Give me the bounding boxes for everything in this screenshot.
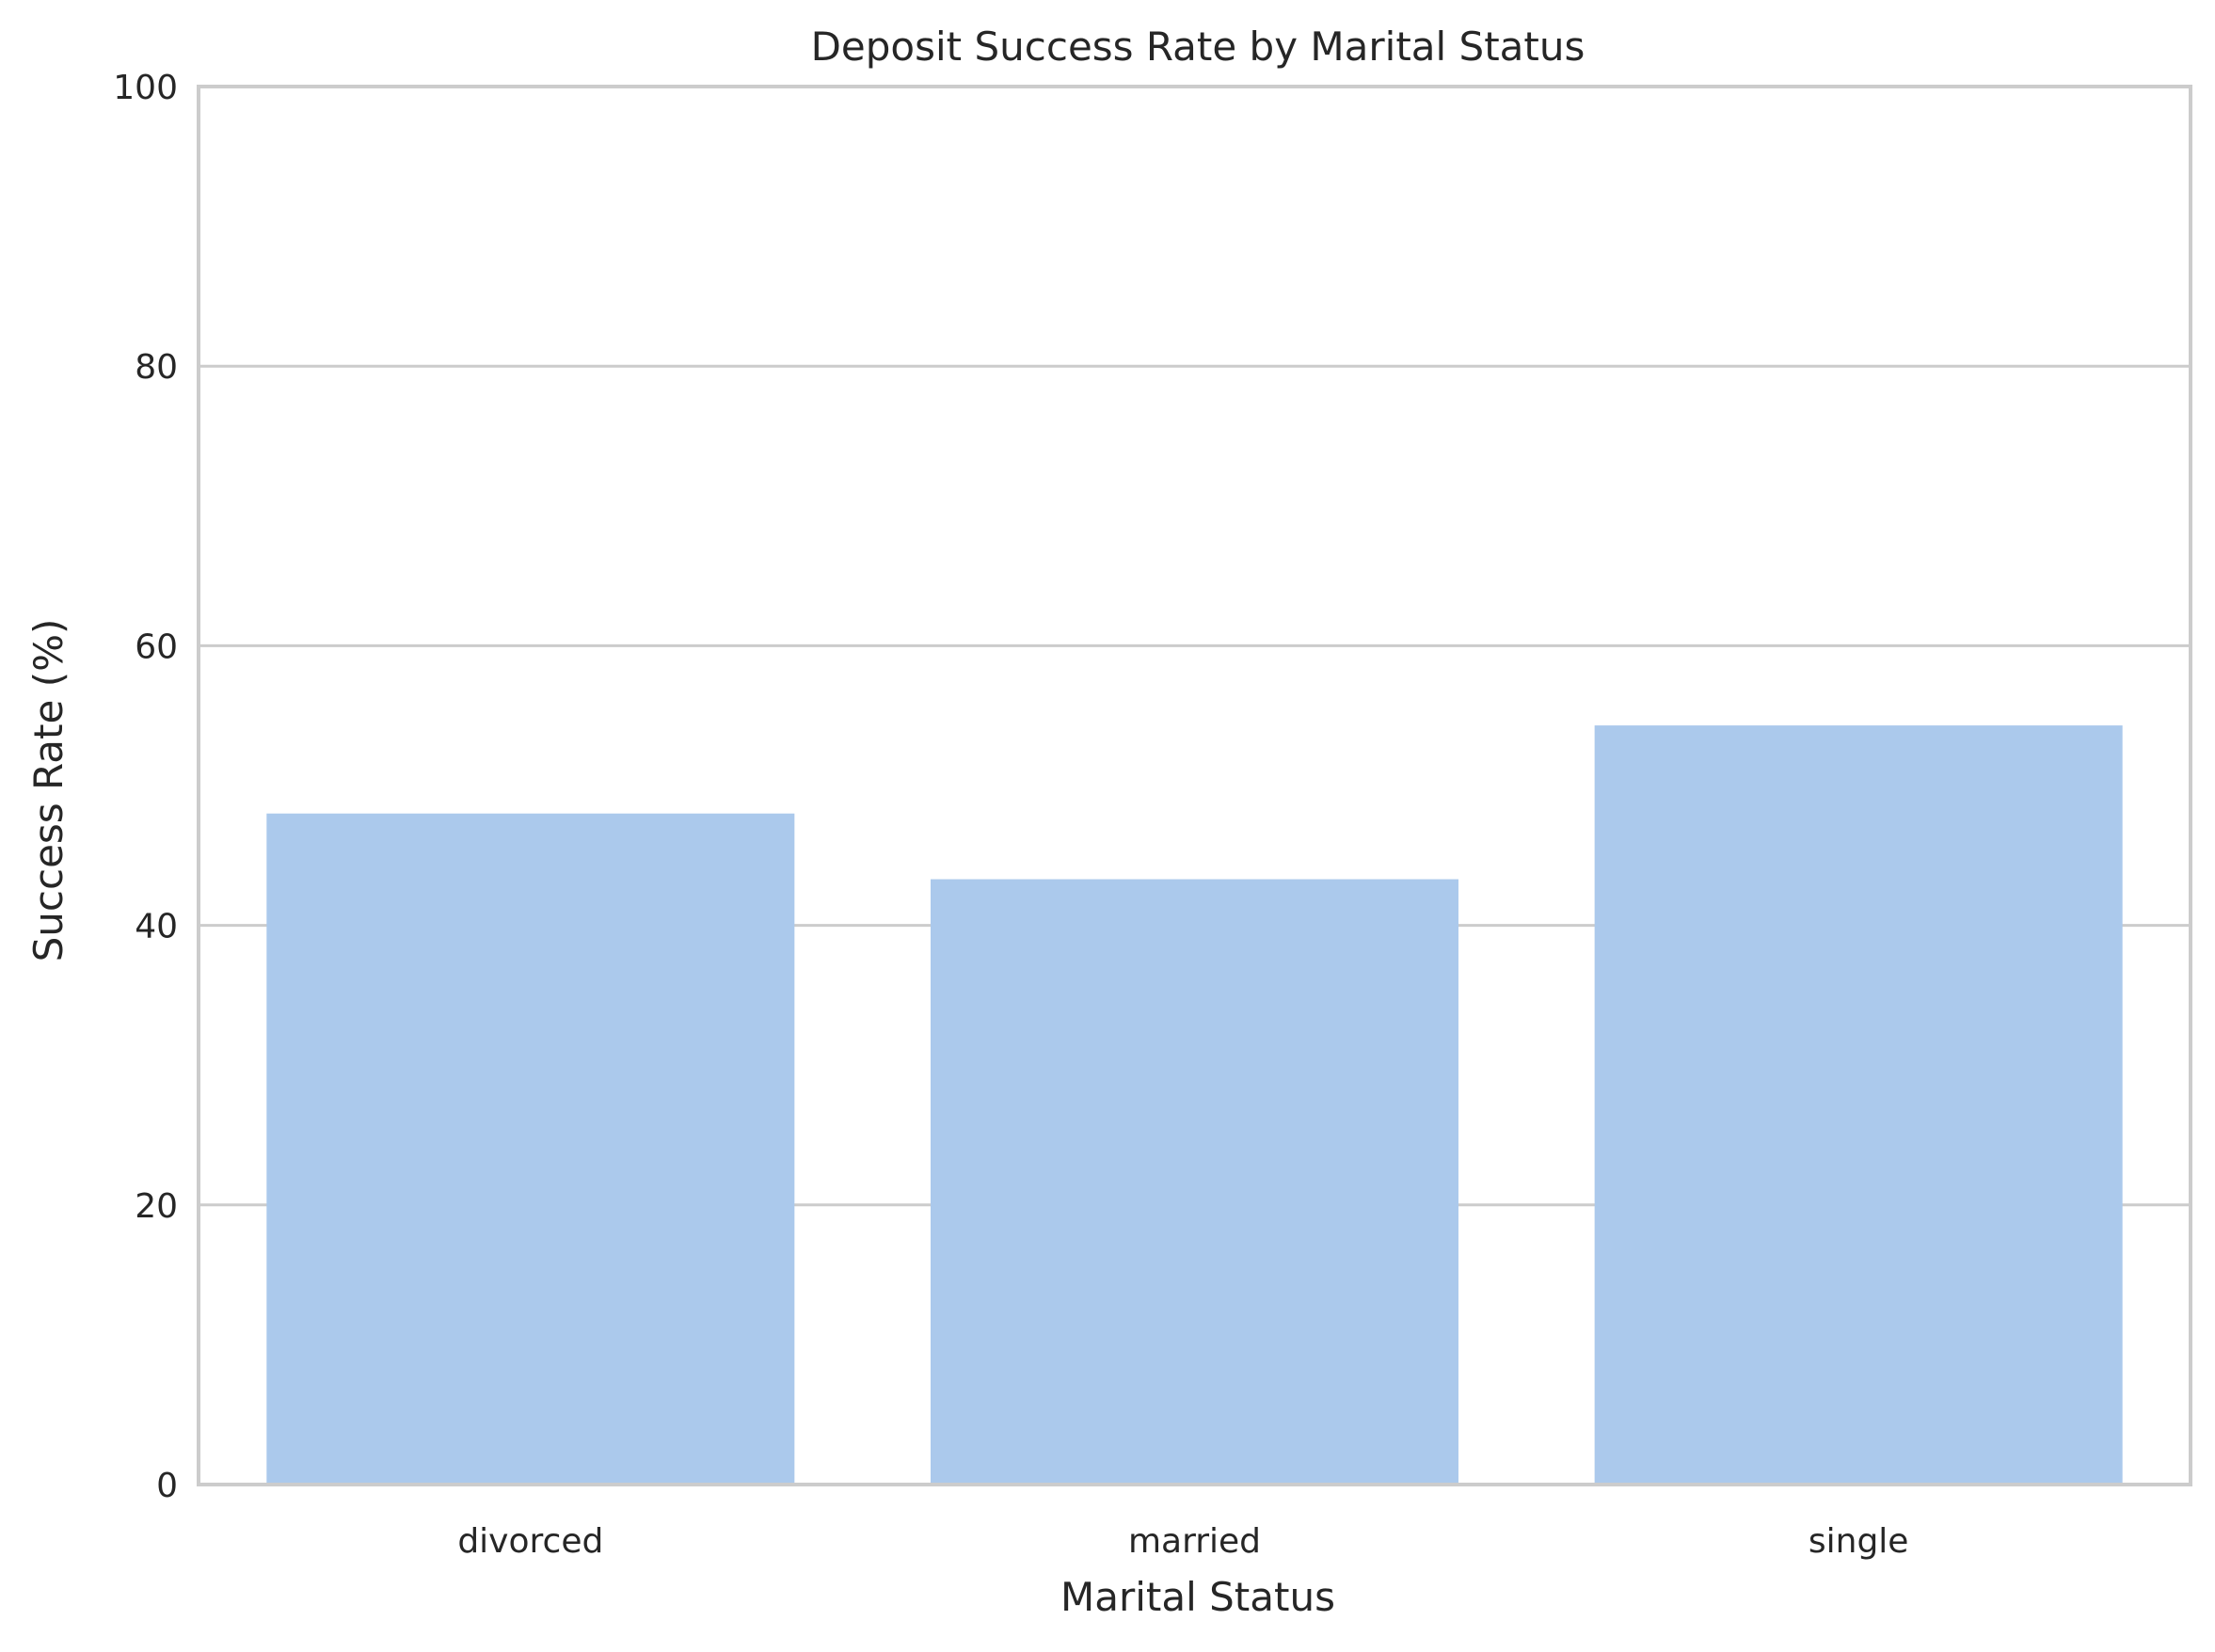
bar-divorced <box>266 813 795 1485</box>
bars <box>266 725 2123 1485</box>
bar-married <box>930 879 1459 1485</box>
plot-border <box>197 85 2192 1486</box>
y-tick-label: 60 <box>135 627 178 666</box>
chart-title: Deposit Success Rate by Marital Status <box>811 24 1586 70</box>
x-tick-label: single <box>1809 1522 1909 1561</box>
x-tick-label: divorced <box>457 1522 603 1561</box>
y-tick-label: 0 <box>156 1467 178 1505</box>
x-axis-label: Marital Status <box>1060 1574 1335 1620</box>
y-tick-label: 100 <box>113 69 178 107</box>
x-axis-ticks: divorced married single <box>457 1522 1908 1561</box>
y-axis-ticks: 0 20 40 60 80 100 <box>113 69 178 1505</box>
y-tick-label: 80 <box>135 348 178 387</box>
y-axis-label: Success Rate (%) <box>25 619 72 962</box>
plot-frame <box>197 85 2192 1486</box>
y-tick-label: 40 <box>135 908 178 946</box>
x-tick-label: married <box>1128 1522 1261 1561</box>
y-tick-label: 20 <box>135 1187 178 1226</box>
bar-single <box>1594 725 2123 1485</box>
